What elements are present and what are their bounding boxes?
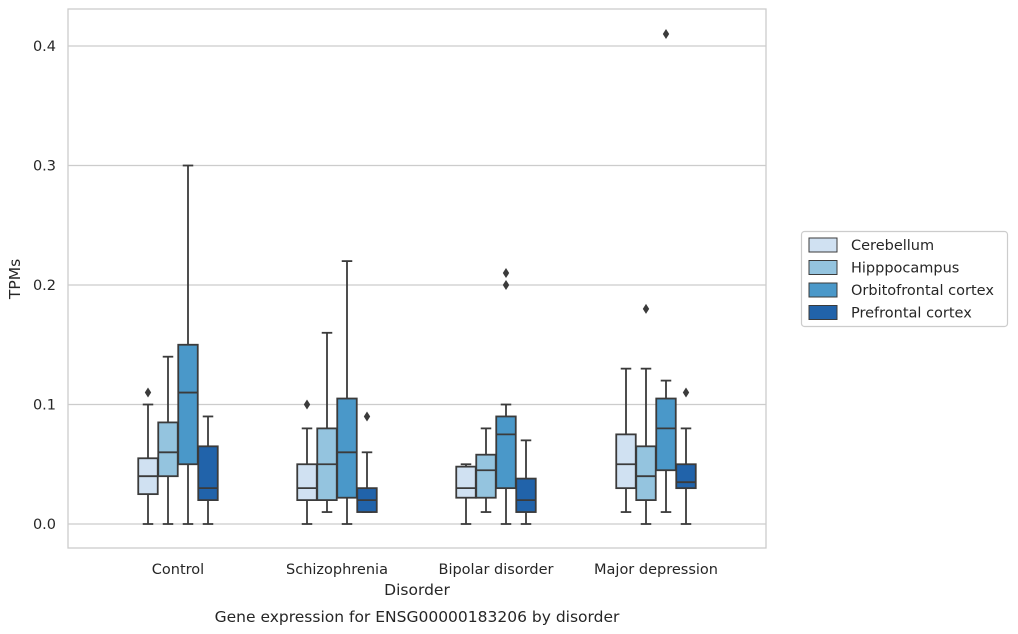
box-cerebellum: [296, 399, 318, 525]
y-axis-ticks: 0.0 0.1 0.2 0.3 0.4: [33, 39, 56, 533]
legend-swatch: [808, 260, 838, 275]
x-tick-label: Major depression: [594, 562, 718, 578]
box-iqr: [655, 397, 677, 472]
box-iqr: [197, 445, 219, 502]
y-tick-label: 0.0: [33, 517, 56, 533]
legend-swatch: [808, 305, 838, 320]
y-tick-label: 0.4: [33, 39, 56, 55]
box-iqr: [455, 465, 477, 499]
box-iqr: [177, 343, 199, 466]
box-orbitofrontal-cortex: [177, 164, 199, 525]
box-iqr: [157, 421, 179, 478]
box-hipppocampus: [475, 427, 497, 513]
legend-label: Cerebellum: [851, 238, 934, 254]
outlier-point: [642, 303, 650, 314]
box-iqr: [296, 463, 318, 501]
x-tick-label: Schizophrenia: [286, 562, 388, 578]
plot-frame: [67, 8, 767, 549]
outlier-point: [363, 411, 371, 422]
legend-label: Orbitofrontal cortex: [851, 283, 994, 299]
box-iqr: [675, 463, 697, 490]
box-cerebellum: [137, 387, 159, 525]
legend-swatch: [808, 282, 838, 298]
box-orbitofrontal-cortex: [655, 29, 677, 513]
legend-item: Orbitofrontal cortex: [808, 282, 994, 299]
box-iqr: [635, 445, 657, 502]
box-prefrontal-cortex: [197, 415, 219, 525]
legend-item: Prefrontal cortex: [808, 305, 972, 322]
box-prefrontal-cortex: [356, 411, 378, 513]
chart-title: Gene expression for ENSG00000183206 by d…: [215, 608, 620, 626]
y-tick-label: 0.1: [33, 398, 56, 414]
legend-swatch: [808, 237, 838, 253]
box-iqr: [475, 453, 497, 499]
box-hipppocampus: [635, 303, 657, 525]
box-hipppocampus: [157, 355, 179, 525]
outlier-point: [502, 268, 510, 279]
box-prefrontal-cortex: [675, 387, 697, 525]
outlier-point: [303, 399, 311, 410]
x-axis-label: Disorder: [384, 581, 450, 599]
legend-item: Hipppocampus: [808, 260, 959, 277]
box-hipppocampus: [316, 331, 338, 513]
legend-item: Cerebellum: [808, 237, 934, 254]
y-tick-label: 0.3: [33, 159, 56, 175]
box-cerebellum: [615, 367, 637, 513]
outlier-point: [682, 387, 690, 398]
x-tick-label: Control: [152, 562, 204, 578]
outlier-point: [502, 280, 510, 290]
box-prefrontal-cortex: [515, 439, 537, 525]
box-iqr: [336, 397, 358, 499]
box-iqr: [495, 415, 517, 490]
y-axis-label: TPMs: [6, 259, 24, 300]
box-orbitofrontal-cortex: [495, 268, 517, 525]
x-axis-ticks: Control Schizophrenia Bipolar disorder Majo…: [152, 562, 718, 578]
y-tick-label: 0.2: [33, 278, 56, 294]
box-iqr: [515, 477, 537, 513]
box-plot-area: [137, 29, 697, 525]
outlier-point: [662, 29, 670, 40]
x-tick-label: Bipolar disorder: [439, 562, 554, 578]
outlier-point: [144, 387, 152, 398]
box-cerebellum: [455, 463, 477, 525]
legend-label: Prefrontal cortex: [851, 306, 972, 322]
legend: Cerebellum Hipppocampus Orbitofrontal cort…: [800, 230, 1009, 328]
box-iqr: [615, 433, 637, 490]
legend-frame: [800, 230, 1009, 328]
legend-label: Hipppocampus: [851, 261, 959, 277]
box-orbitofrontal-cortex: [336, 260, 358, 525]
